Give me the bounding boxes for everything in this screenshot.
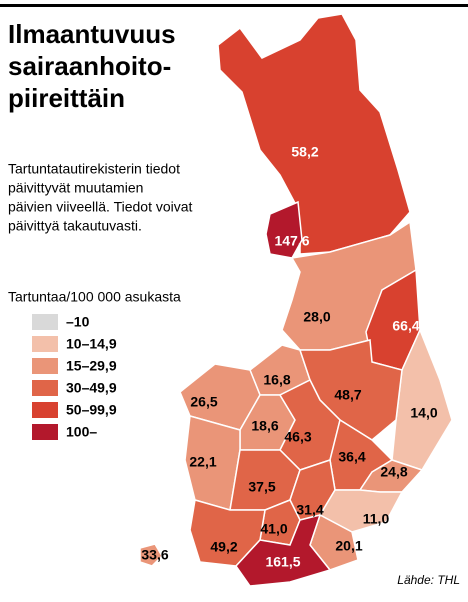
legend-label: 30–49,9 [66, 380, 117, 396]
region-label: 18,6 [251, 418, 278, 434]
region-label: 41,0 [260, 521, 287, 537]
legend-swatch [32, 336, 58, 352]
region-label: 16,8 [263, 372, 290, 388]
region-label: 31,4 [296, 502, 323, 518]
legend-label: 10–14,9 [66, 336, 117, 352]
region-label: 20,1 [335, 538, 362, 554]
region [217, 13, 411, 255]
region-label: 66,4 [392, 318, 419, 334]
legend-label: 50–99,9 [66, 402, 117, 418]
region-label: 24,8 [380, 464, 407, 480]
legend-swatch [32, 402, 58, 418]
region-label: 14,0 [410, 405, 437, 421]
title-line: Ilmaantuvuus [8, 19, 176, 49]
description-line: Tartuntatautirekisterin tiedot [8, 161, 180, 177]
region [391, 328, 453, 471]
legend-label: 15–29,9 [66, 358, 117, 374]
region-label: 37,5 [248, 479, 275, 495]
legend-label: 100– [66, 424, 97, 440]
legend-title: Tartuntaa/100 000 asukasta [8, 289, 181, 305]
region [139, 543, 163, 567]
region-label: 26,5 [190, 394, 217, 410]
region-label: 161,5 [265, 554, 300, 570]
legend-swatch [32, 358, 58, 374]
region-label: 28,0 [303, 309, 330, 325]
region-label: 147,6 [274, 233, 309, 249]
legend-swatch [32, 424, 58, 440]
legend-swatch [32, 314, 58, 330]
legend-swatch [32, 380, 58, 396]
legend-label: –10 [66, 314, 90, 330]
region-label: 22,1 [189, 454, 216, 470]
region-label: 36,4 [338, 449, 365, 465]
description-line: päivien viiveellä. Tiedot voivat [8, 199, 193, 215]
region-label: 33,6 [141, 547, 168, 563]
top-rule [0, 4, 468, 7]
description-line: päivittyä takautuvasti. [8, 218, 142, 234]
region-label: 49,2 [210, 539, 237, 555]
region-label: 58,2 [291, 144, 318, 160]
region [265, 200, 303, 259]
region-label: 46,3 [284, 429, 311, 445]
region-label: 11,0 [363, 511, 390, 527]
region [235, 513, 332, 587]
title-line: piireittäin [8, 83, 125, 113]
title-line: sairaanhoito- [8, 51, 171, 81]
region-label: 48,7 [334, 387, 361, 403]
description-line: päivittyvät muutamien [8, 180, 143, 196]
source: Lähde: THL [397, 573, 460, 587]
